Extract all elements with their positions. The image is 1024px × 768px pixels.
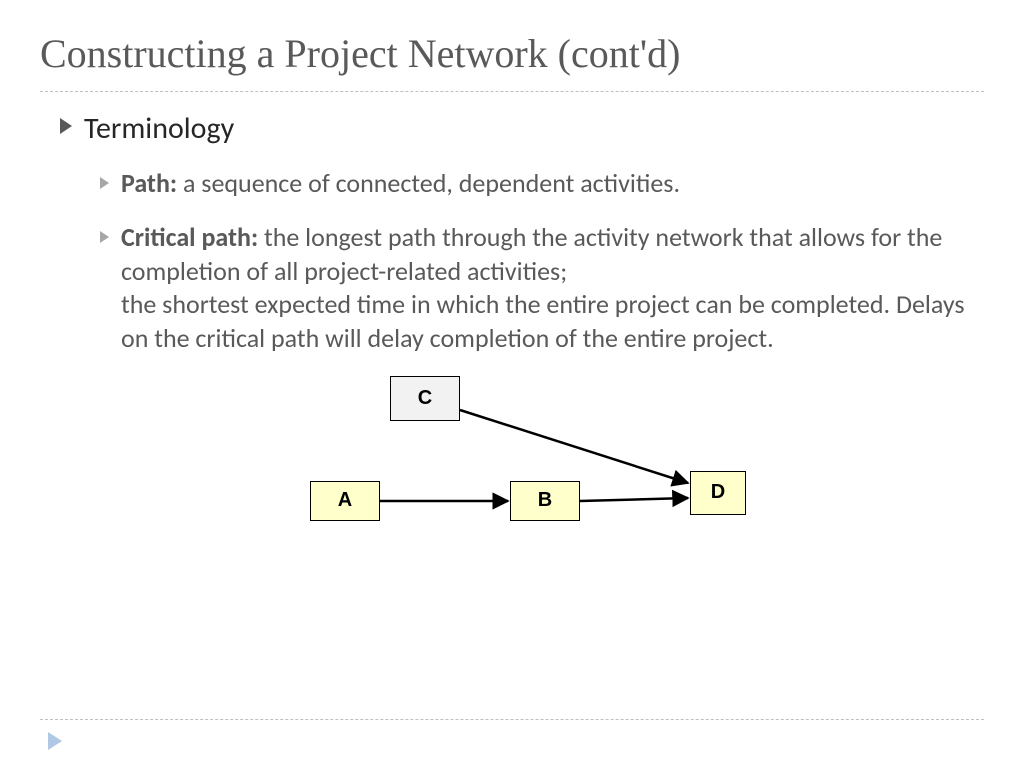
node-b: B <box>510 481 580 521</box>
footer-triangle-icon <box>48 732 62 750</box>
edge-c-d <box>460 410 688 483</box>
edge-b-d <box>580 498 688 501</box>
slide-title: Constructing a Project Network (cont'd) <box>40 30 984 77</box>
bullet-level1: Terminology <box>60 110 984 147</box>
triangle-bullet-icon <box>60 118 72 134</box>
triangle-bullet-icon <box>100 177 109 189</box>
triangle-bullet-icon <box>100 231 109 243</box>
term-rest: a sequence of connected, dependent activ… <box>177 167 680 199</box>
bullet-level2-path: Path: a sequence of connected, dependent… <box>100 167 984 201</box>
bullet-level2-critical-path: Critical path: the longest path through … <box>100 221 984 356</box>
term-bold: Path: <box>121 167 177 199</box>
node-d: D <box>690 471 746 515</box>
term-bold: Critical path: <box>121 221 258 253</box>
node-c: C <box>390 376 460 421</box>
title-divider <box>40 91 984 92</box>
node-a: A <box>310 481 380 521</box>
footer-divider <box>40 719 984 720</box>
bullet-l2-text: Critical path: the longest path through … <box>121 221 984 356</box>
bullet-l1-text: Terminology <box>84 110 234 147</box>
network-diagram: C A B D <box>280 376 780 546</box>
bullet-l2-text: Path: a sequence of connected, dependent… <box>121 167 680 201</box>
